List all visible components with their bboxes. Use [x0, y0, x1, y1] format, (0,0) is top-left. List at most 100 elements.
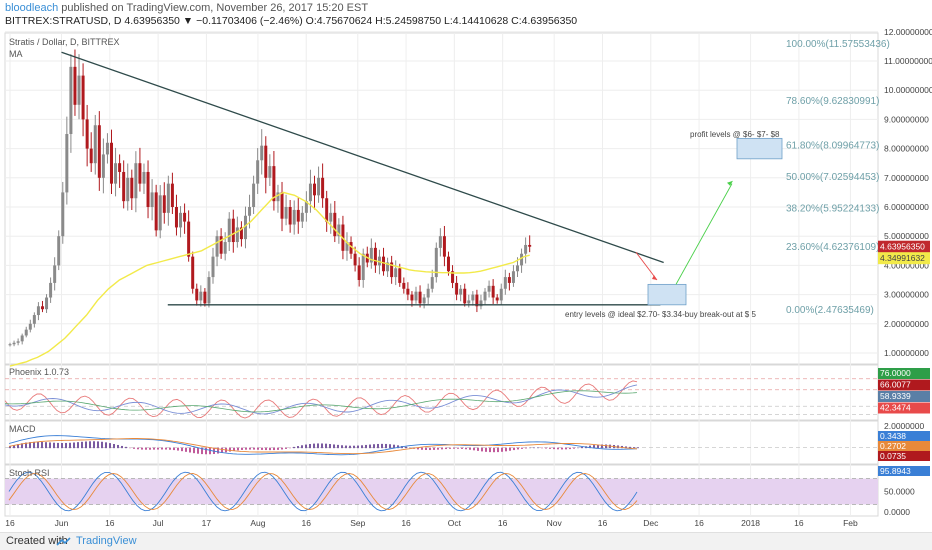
macd-histogram-bar — [393, 444, 395, 449]
candle-body — [520, 253, 524, 266]
macd-histogram-bar — [197, 447, 199, 454]
candle-body — [105, 142, 109, 155]
macd-histogram-bar — [541, 447, 543, 449]
candle-body — [333, 212, 337, 237]
candle-body — [491, 285, 495, 298]
candle-body — [150, 192, 154, 207]
candle-body — [53, 265, 57, 283]
candle-body — [134, 163, 138, 199]
candle-body — [280, 192, 284, 219]
macd-histogram-bar — [357, 445, 359, 449]
candle-body — [239, 227, 243, 240]
macd-histogram-bar — [437, 447, 439, 450]
macd-histogram-bar — [433, 447, 435, 450]
y-tick-label: 10.00000000 — [884, 85, 932, 95]
macd-histogram-bar — [141, 447, 143, 450]
candle-body — [40, 306, 44, 310]
fib-level-label: 50.00%(7.02594453) — [786, 172, 879, 183]
macd-histogram-bar — [121, 445, 123, 449]
candle-body — [463, 288, 467, 304]
phoenix-value-label: 42.3474 — [880, 403, 911, 413]
macd-histogram-bar — [529, 447, 531, 449]
stoch-k-line — [8, 471, 638, 512]
macd-histogram-bar — [41, 441, 43, 449]
macd-histogram-bar — [601, 444, 603, 449]
symbol-line: BITTREX:STRATUSD, D 4.63956350 ▼ −0.1170… — [5, 15, 578, 27]
candle-body — [337, 224, 341, 237]
chart-area[interactable]: 1.00000000 2.00000000 3.00000000 4.00000000… — [0, 28, 932, 532]
macd-histogram-bar — [321, 443, 323, 449]
candle-body — [296, 209, 300, 222]
candle-body — [430, 277, 434, 289]
candle-body — [398, 268, 402, 283]
candle-body — [292, 209, 296, 225]
candle-body — [418, 291, 422, 304]
candle-body — [467, 300, 471, 304]
macd-histogram-bar — [217, 447, 219, 454]
macd-histogram-bar — [349, 445, 351, 449]
down-arrow-head — [652, 275, 657, 280]
macd-signal-line — [8, 438, 638, 455]
candle-body — [248, 207, 252, 216]
macd-histogram-bar — [149, 447, 151, 450]
tradingview-logo-icon — [56, 537, 71, 546]
candle-body — [353, 253, 357, 266]
x-tick-label: Aug — [250, 518, 265, 528]
macd-histogram-bar — [465, 447, 467, 450]
candle-body — [203, 291, 207, 304]
candle-body — [325, 198, 329, 222]
macd-histogram-bar — [389, 444, 391, 449]
candle-body — [49, 282, 53, 298]
candle-body — [211, 256, 215, 278]
macd-histogram-bar — [329, 444, 331, 449]
up-arrow — [675, 183, 733, 285]
macd-histogram-bar — [429, 447, 431, 451]
candle-body — [89, 148, 93, 164]
x-tick-label: Oct — [448, 518, 462, 528]
phoenix-value-badge — [878, 379, 930, 391]
y-tick-label: 2.00000000 — [884, 319, 929, 329]
macd-histogram-bar — [637, 447, 639, 449]
candle-body — [61, 192, 65, 237]
tradingview-brand-link[interactable]: TradingView — [76, 535, 137, 547]
macd-histogram-bar — [509, 447, 511, 451]
candle-body — [288, 207, 292, 225]
macd-histogram-bar — [297, 446, 299, 449]
macd-histogram-bar — [105, 442, 107, 449]
x-tick-label: 16 — [598, 518, 608, 528]
chart-header: bloodleach published on TradingView.com,… — [0, 0, 932, 28]
macd-histogram-bar — [269, 447, 271, 451]
macd-histogram-bar — [281, 447, 283, 450]
stoch-value-badge — [878, 466, 930, 476]
macd-histogram-bar — [193, 447, 195, 454]
macd-histogram-bar — [273, 447, 275, 451]
stoch-rsi-title: Stoch RSI — [9, 468, 50, 478]
candle-body — [69, 66, 73, 134]
x-tick-label: 16 — [5, 518, 15, 528]
macd-histogram-bar — [261, 447, 263, 450]
macd-histogram-bar — [493, 447, 495, 453]
x-tick-label: Jul — [153, 518, 164, 528]
candle-body — [158, 195, 162, 231]
author-link[interactable]: bloodleach — [5, 2, 59, 14]
macd-histogram-bar — [537, 447, 539, 449]
candle-body — [373, 247, 377, 266]
macd-histogram-bar — [293, 446, 295, 449]
fib-level-label: 38.20%(5.95224133) — [786, 203, 879, 214]
macd-histogram-bar — [309, 443, 311, 449]
ma-indicator-label: MA — [9, 49, 23, 59]
macd-histogram-bar — [385, 443, 387, 449]
candle-body — [191, 256, 195, 289]
macd-histogram-bar — [545, 447, 547, 449]
candle-body — [471, 294, 475, 301]
macd-histogram-bar — [189, 447, 191, 453]
macd-histogram-bar — [185, 447, 187, 452]
candle-body — [73, 66, 77, 105]
macd-histogram-bar — [241, 447, 243, 450]
macd-histogram-bar — [553, 447, 555, 450]
y-tick-label: 7.00000000 — [884, 173, 929, 183]
candle-body — [455, 282, 459, 295]
macd-histogram-bar — [381, 443, 383, 449]
moving-average-line — [9, 191, 530, 367]
macd-histogram-bar — [285, 447, 287, 449]
